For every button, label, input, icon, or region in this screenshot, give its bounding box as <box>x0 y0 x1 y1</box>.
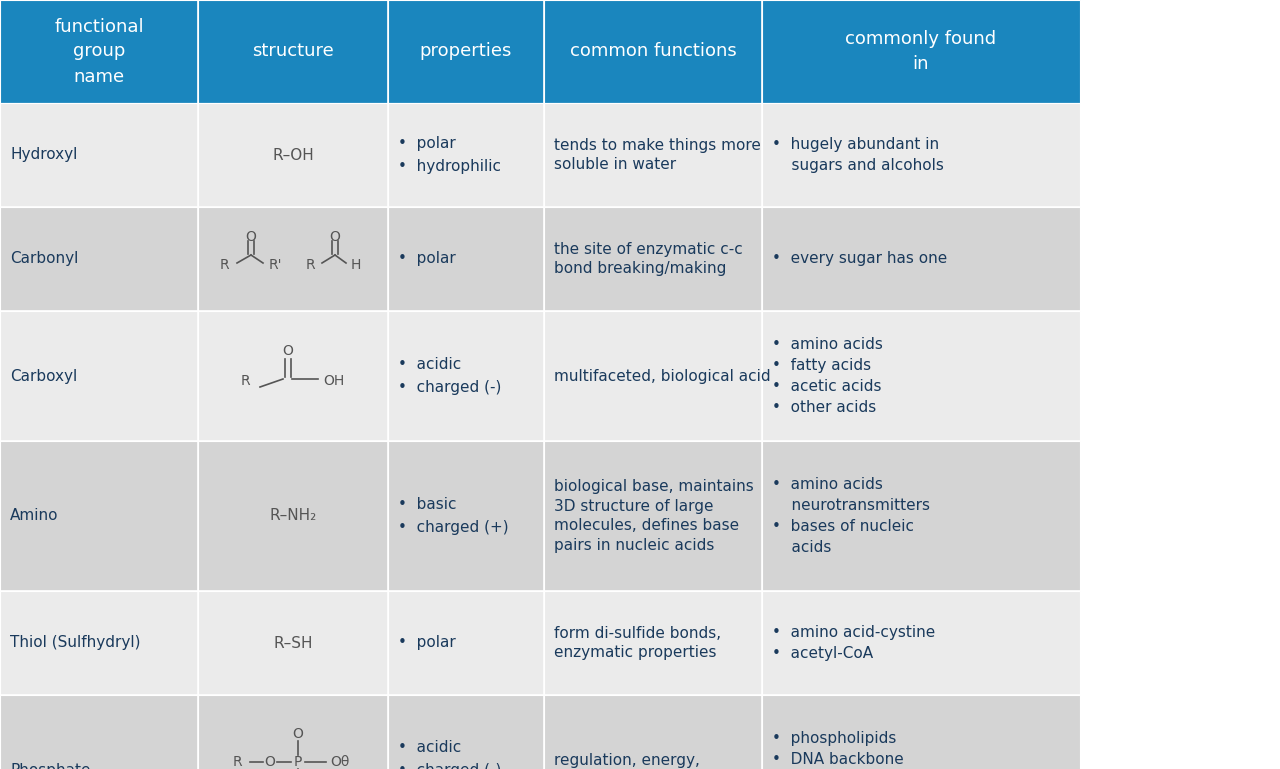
Bar <box>0 591 198 695</box>
Bar <box>388 311 544 441</box>
Bar <box>388 207 544 311</box>
Text: tends to make things more
soluble in water: tends to make things more soluble in wat… <box>554 138 760 172</box>
Bar <box>762 311 1080 441</box>
Text: R: R <box>219 258 229 272</box>
Text: Carboxyl: Carboxyl <box>10 368 77 384</box>
Bar <box>388 103 544 207</box>
Text: •  acidic
•  charged (-): • acidic • charged (-) <box>398 358 502 394</box>
Text: functional
group
name: functional group name <box>54 18 143 85</box>
Bar <box>762 441 1080 591</box>
Text: O: O <box>246 230 256 244</box>
Text: •  polar: • polar <box>398 251 456 267</box>
Text: O: O <box>329 230 340 244</box>
Text: properties: properties <box>420 42 512 61</box>
Bar <box>0 695 198 769</box>
Bar <box>198 103 388 207</box>
Text: Oθ: Oθ <box>330 755 349 769</box>
Text: commonly found
in: commonly found in <box>845 30 997 73</box>
Text: O: O <box>283 344 293 358</box>
Text: R: R <box>241 374 250 388</box>
Text: regulation, energy,
structure: regulation, energy, structure <box>554 753 700 769</box>
Text: OH: OH <box>323 374 344 388</box>
Bar <box>198 0 388 103</box>
Text: •  every sugar has one: • every sugar has one <box>772 251 947 267</box>
Bar <box>198 591 388 695</box>
Bar <box>198 207 388 311</box>
Bar <box>388 591 544 695</box>
Bar <box>544 591 762 695</box>
Text: R–OH: R–OH <box>273 148 314 162</box>
Bar <box>762 695 1080 769</box>
Bar <box>544 695 762 769</box>
Text: R: R <box>233 755 242 769</box>
Bar <box>198 311 388 441</box>
Text: •  acidic
•  charged (-)
•  hydrophilic: • acidic • charged (-) • hydrophilic <box>398 741 502 769</box>
Bar <box>388 0 544 103</box>
Bar <box>0 441 198 591</box>
Bar <box>762 207 1080 311</box>
Text: R–SH: R–SH <box>273 635 312 651</box>
Bar <box>0 207 198 311</box>
Text: •  hugely abundant in
    sugars and alcohols: • hugely abundant in sugars and alcohols <box>772 137 943 173</box>
Text: structure: structure <box>252 42 334 61</box>
Bar <box>0 311 198 441</box>
Text: H: H <box>351 258 361 272</box>
Bar <box>762 103 1080 207</box>
Text: biological base, maintains
3D structure of large
molecules, defines base
pairs i: biological base, maintains 3D structure … <box>554 479 754 553</box>
Text: •  amino acids
•  fatty acids
•  acetic acids
•  other acids: • amino acids • fatty acids • acetic aci… <box>772 337 883 415</box>
Bar <box>762 0 1080 103</box>
Text: •  polar: • polar <box>398 635 456 651</box>
Bar <box>762 591 1080 695</box>
Bar <box>0 103 198 207</box>
Text: Hydroxyl: Hydroxyl <box>10 148 77 162</box>
Text: O: O <box>265 755 275 769</box>
Bar <box>0 0 198 103</box>
Bar <box>544 441 762 591</box>
Text: O: O <box>293 727 303 741</box>
Text: •  phospholipids
•  DNA backbone
•  NTP
•  protein regulation: • phospholipids • DNA backbone • NTP • p… <box>772 731 928 769</box>
Bar <box>198 695 388 769</box>
Text: P: P <box>294 755 302 769</box>
Text: •  basic
•  charged (+): • basic • charged (+) <box>398 498 508 534</box>
Text: •  amino acid-cystine
•  acetyl-CoA: • amino acid-cystine • acetyl-CoA <box>772 625 936 661</box>
Bar <box>544 311 762 441</box>
Text: Carbonyl: Carbonyl <box>10 251 78 267</box>
Text: •  amino acids
    neurotransmitters
•  bases of nucleic
    acids: • amino acids neurotransmitters • bases … <box>772 477 931 555</box>
Text: the site of enzymatic c-c
bond breaking/making: the site of enzymatic c-c bond breaking/… <box>554 241 742 276</box>
Text: common functions: common functions <box>570 42 736 61</box>
Text: form di-sulfide bonds,
enzymatic properties: form di-sulfide bonds, enzymatic propert… <box>554 626 721 661</box>
Text: multifaceted, biological acid: multifaceted, biological acid <box>554 368 771 384</box>
Text: Phosphate: Phosphate <box>10 763 91 769</box>
Bar <box>544 103 762 207</box>
Bar <box>388 695 544 769</box>
Text: •  polar
•  hydrophilic: • polar • hydrophilic <box>398 136 500 174</box>
Text: R–NH₂: R–NH₂ <box>269 508 316 524</box>
Bar <box>198 441 388 591</box>
Text: R: R <box>306 258 315 272</box>
Text: Thiol (Sulfhydryl): Thiol (Sulfhydryl) <box>10 635 141 651</box>
Text: Amino: Amino <box>10 508 59 524</box>
Bar <box>544 0 762 103</box>
Bar <box>388 441 544 591</box>
Text: R': R' <box>269 258 283 272</box>
Bar <box>544 207 762 311</box>
